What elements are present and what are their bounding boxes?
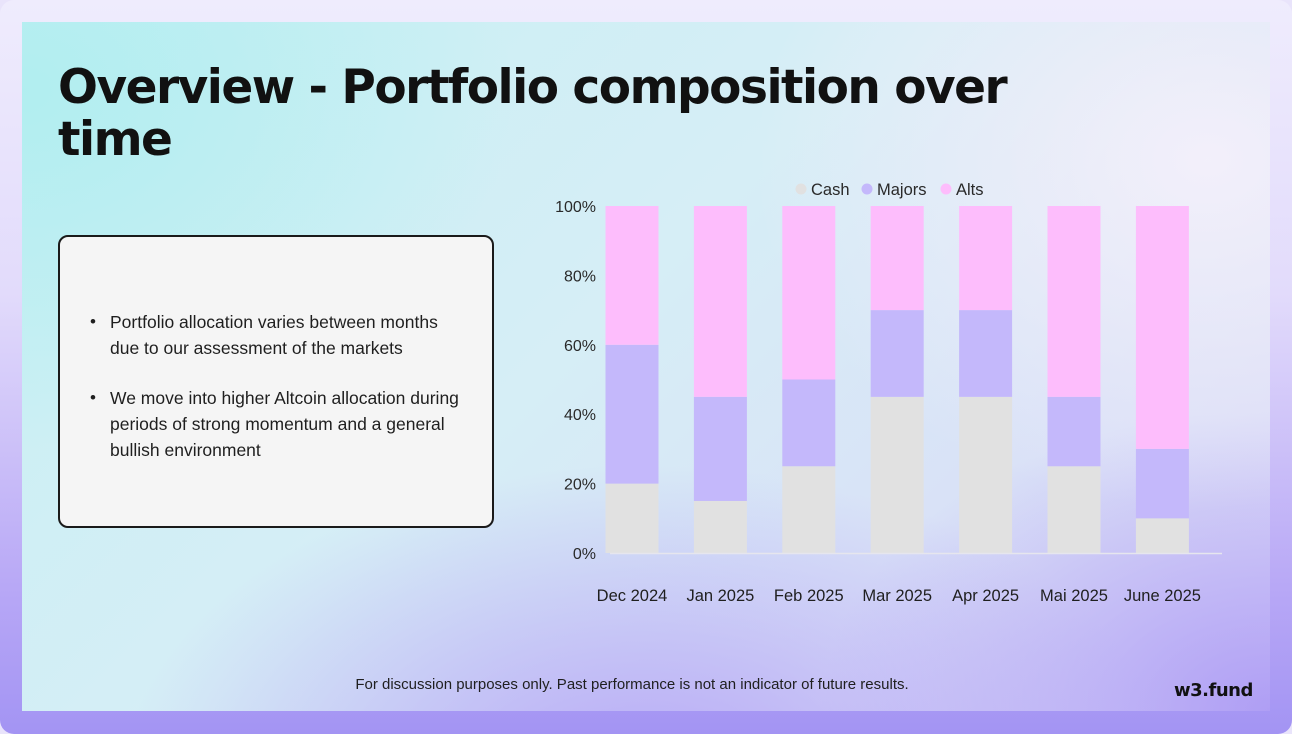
- bar-segment-cash: [1047, 466, 1101, 553]
- bar-segment-majors: [1135, 448, 1189, 519]
- bar-segment-cash: [870, 396, 924, 553]
- bar-segment-majors: [693, 396, 747, 501]
- bullet-text: Portfolio allocation varies between mont…: [110, 312, 438, 358]
- bar-segment-cash: [959, 396, 1013, 553]
- x-tick-label: Apr 2025: [952, 587, 1019, 605]
- brand-logo: w3.fund: [1174, 680, 1253, 701]
- bullet-dot-icon: •: [90, 312, 96, 331]
- summary-box: • Portfolio allocation varies between mon…: [58, 235, 494, 528]
- bar-segment-alts: [959, 206, 1013, 311]
- bar-segment-alts: [693, 206, 747, 397]
- bar-segment-cash: [1135, 518, 1189, 553]
- bullet-dot-icon: •: [90, 388, 96, 407]
- bullet-item: • We move into higher Altcoin allocation …: [88, 385, 468, 463]
- y-tick-label: 80%: [564, 268, 596, 285]
- legend-label-majors: Majors: [877, 181, 927, 199]
- y-tick-label: 20%: [564, 477, 596, 494]
- chart-footnote: *Allocation shown for 1st of a month: [974, 621, 1205, 622]
- bar-segment-majors: [870, 310, 924, 397]
- legend-swatch-majors: [861, 183, 873, 195]
- bar-segment-cash: [782, 466, 836, 553]
- page-title: Overview - Portfolio composition over ti…: [58, 60, 1008, 167]
- allocation-chart: 0% 20% 40% 60% 80% 100% Dec 2024 Jan 2025 Feb 20…: [522, 172, 1228, 637]
- bar-segment-majors: [782, 379, 836, 467]
- bar-segment-alts: [1135, 206, 1189, 449]
- bar-segment-alts: [870, 206, 924, 311]
- bar-segment-alts: [605, 206, 659, 345]
- disclaimer: For discussion purposes only. Past perfo…: [355, 676, 909, 693]
- stacked-bar-chart: 0% 20% 40% 60% 80% 100% Dec 2024 Jan 2025 Feb 20…: [555, 181, 1228, 637]
- x-tick-label: Mar 2025: [862, 587, 932, 605]
- bar-segment-majors: [605, 344, 659, 484]
- y-tick-label: 60%: [564, 338, 596, 355]
- bullet-item: • Portfolio allocation varies between mon…: [88, 309, 468, 361]
- bar-segment-alts: [1047, 206, 1101, 397]
- bar-segment-cash: [693, 500, 747, 553]
- bullet-text: We move into higher Altcoin allocation d…: [110, 388, 459, 460]
- x-tick-label: Jan 2025: [686, 587, 754, 605]
- bar-segment-majors: [959, 310, 1013, 397]
- x-tick-label: June 2025: [1124, 587, 1201, 605]
- bar-segment-majors: [1047, 396, 1101, 467]
- x-tick-label: Feb 2025: [774, 587, 844, 605]
- legend-swatch-alts: [940, 183, 952, 195]
- y-tick-label: 100%: [555, 199, 596, 216]
- slide: Overview - Portfolio composition over ti…: [22, 22, 1270, 711]
- x-tick-label: Dec 2024: [597, 587, 668, 605]
- legend-swatch-cash: [795, 183, 807, 195]
- y-tick-label: 0%: [573, 546, 596, 563]
- legend-label-cash: Cash: [811, 181, 850, 199]
- bullet-list: • Portfolio allocation varies between mon…: [88, 309, 468, 487]
- bar-segment-alts: [782, 206, 836, 380]
- y-tick-label: 40%: [564, 407, 596, 424]
- bar-segment-cash: [605, 483, 659, 553]
- x-tick-label: Mai 2025: [1040, 587, 1108, 605]
- legend-label-alts: Alts: [956, 181, 984, 199]
